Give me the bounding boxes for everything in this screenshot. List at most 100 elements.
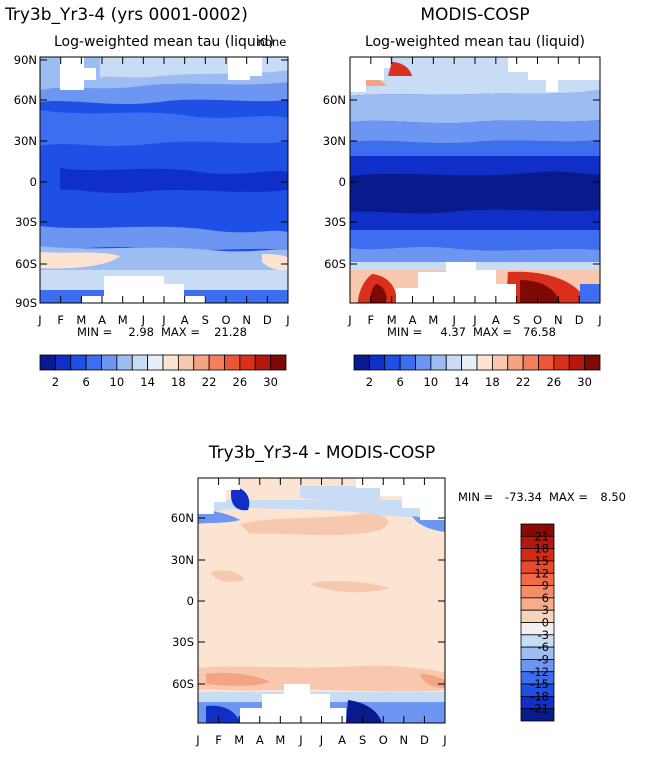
panel-model-colorbar-swatch bbox=[116, 354, 133, 371]
panel-model-colorbar-swatch bbox=[254, 354, 272, 371]
panel-diff-ytick-label: 0 bbox=[187, 594, 194, 608]
panel-model-colorbar-swatch bbox=[162, 354, 179, 371]
panel-obs-title: MODIS-COSP bbox=[420, 5, 529, 25]
panel-diff-band-sh-warm bbox=[198, 665, 445, 692]
panel-diff-xtick-label: A bbox=[338, 733, 346, 747]
panel-model-xtick-label: D bbox=[263, 313, 272, 327]
panel-diff-colorbar-label: 12 bbox=[534, 566, 549, 580]
panel-obs-xtick-label: J bbox=[451, 313, 455, 327]
panel-obs: MODIS-COSP Log-weighted mean tau (liquid… bbox=[323, 5, 602, 389]
panel-diff-ytick-label: 30N bbox=[171, 553, 194, 567]
panel-model-min-label: MIN = bbox=[77, 325, 112, 339]
panel-diff-band-sh-deep-right bbox=[346, 700, 382, 723]
panel-model-colorbar-label: 22 bbox=[202, 375, 217, 389]
panel-obs-band-sh-mid bbox=[350, 230, 600, 251]
panel-obs-band-nh-mid bbox=[350, 120, 600, 144]
panel-model-colorbar-swatch bbox=[239, 354, 256, 371]
panel-diff-colorbar-label: -18 bbox=[530, 689, 549, 703]
panel-obs-colorbar-swatch bbox=[584, 354, 601, 371]
panel-model-corner-label: none bbox=[258, 35, 287, 49]
panel-obs-max-label: MAX = bbox=[473, 325, 512, 339]
panel-model-colorbar-swatch bbox=[85, 354, 102, 371]
panel-obs-colorbar-swatch bbox=[461, 354, 478, 371]
panel-obs-xtick-label: M bbox=[428, 313, 438, 327]
panel-obs-colorbar-swatch bbox=[353, 354, 370, 371]
panel-obs-xtick-label: A bbox=[409, 313, 417, 327]
panel-obs-max-value: 76.58 bbox=[523, 325, 556, 339]
panel-model-colorbar-swatch bbox=[147, 354, 164, 371]
panel-diff-xtick-label: J bbox=[298, 733, 302, 747]
panel-diff-ytick-label: 60N bbox=[171, 511, 194, 525]
panel-obs-xtick-label: S bbox=[513, 313, 520, 327]
panel-model-ytick-label: 90N bbox=[14, 53, 37, 67]
panel-diff-colorbar-label: -12 bbox=[530, 665, 549, 679]
panel-model-band-nh-mid bbox=[40, 110, 288, 146]
panel-obs-missing-north bbox=[350, 57, 390, 92]
panel-obs-colorbar-swatch bbox=[430, 354, 447, 371]
panel-model-colorbar-label: 6 bbox=[82, 375, 89, 389]
panel-diff-missing-south bbox=[240, 684, 346, 723]
panel-obs-colorbar-label: 26 bbox=[547, 375, 562, 389]
panel-diff-xtick-label: M bbox=[234, 733, 244, 747]
panel-obs-ytick-label: 30N bbox=[323, 134, 346, 148]
panel-diff-band-sh-warm-core bbox=[206, 672, 270, 686]
panel-obs-field bbox=[350, 57, 600, 303]
panel-model-colorbar-label: 14 bbox=[140, 375, 155, 389]
panel-model-colorbar: 2 6 10 14 18 22 26 30 bbox=[39, 354, 287, 389]
panel-obs-colorbar-label: 30 bbox=[577, 375, 592, 389]
panel-diff-colorbar-label: 3 bbox=[542, 603, 549, 617]
panel-obs-y-axis: 60N 30N 0 30S 60S bbox=[323, 93, 600, 271]
panel-diff-band-sh-deep-left bbox=[206, 705, 240, 723]
panel-diff-xtick-label: D bbox=[420, 733, 429, 747]
panel-model-colorbar-swatch bbox=[54, 354, 72, 371]
panel-model-colorbar-label: 10 bbox=[110, 375, 125, 389]
panel-obs-xtick-label: O bbox=[533, 313, 542, 327]
panel-obs-missing-south bbox=[396, 262, 516, 303]
panel-diff-colorbar-label: 21 bbox=[534, 529, 549, 543]
panel-obs-colorbar-label: 2 bbox=[366, 375, 373, 389]
panel-obs-missing-north-right bbox=[508, 57, 600, 92]
panel-diff-xtick-label: O bbox=[379, 733, 388, 747]
panel-obs-colorbar-swatch bbox=[415, 354, 432, 371]
panel-diff-min-value: -73.34 bbox=[505, 490, 542, 504]
panel-model-colorbar-swatch bbox=[208, 354, 225, 371]
panel-diff-band-nh-blue bbox=[198, 500, 445, 520]
panel-obs-ytick-label: 60N bbox=[323, 93, 346, 107]
panel-diff-colorbar-label: 0 bbox=[542, 616, 549, 630]
panel-diff-xtick-label: J bbox=[442, 733, 446, 747]
panel-model-missing-north bbox=[60, 57, 96, 90]
panel-model-band-sh-mid bbox=[40, 226, 288, 251]
panel-diff-xtick-label: J bbox=[319, 733, 323, 747]
panel-obs-colorbar-swatch bbox=[491, 354, 509, 371]
panel-model-missing-south bbox=[82, 276, 206, 303]
panel-obs-colorbar-label: 22 bbox=[516, 375, 531, 389]
panel-model-ytick-label: 0 bbox=[30, 175, 37, 189]
panel-model-xtick-label: F bbox=[57, 313, 64, 327]
panel-model-ytick-label: 60N bbox=[14, 93, 37, 107]
panel-diff-colorbar-swatch bbox=[520, 585, 555, 599]
panel-diff-xtick-label: A bbox=[256, 733, 264, 747]
panel-model-xtick-label: S bbox=[202, 313, 209, 327]
panel-obs-colorbar-label: 6 bbox=[396, 375, 403, 389]
panel-model-colorbar-label: 30 bbox=[263, 375, 278, 389]
panel-model-xtick-label: J bbox=[161, 313, 165, 327]
panel-diff-max-value: 8.50 bbox=[600, 490, 626, 504]
panel-obs-colorbar-swatch bbox=[384, 354, 401, 371]
panel-model-ytick-label: 30N bbox=[14, 134, 37, 148]
panel-obs-band-sh-hotcore2 bbox=[370, 284, 387, 303]
panel-diff-xtick-label: N bbox=[400, 733, 409, 747]
panel-model-missing-north-right bbox=[228, 57, 262, 80]
panel-model-band-deep bbox=[60, 168, 288, 194]
panel-model-band-sh-warm bbox=[40, 252, 120, 269]
panel-model-colorbar-swatch bbox=[177, 354, 195, 371]
panel-obs-colorbar-label: 10 bbox=[424, 375, 439, 389]
panel-model-max-value: 21.28 bbox=[214, 325, 247, 339]
panel-obs-colorbar-swatch bbox=[445, 354, 463, 371]
panel-obs-xtick-label: J bbox=[472, 313, 476, 327]
panel-obs-min-label: MIN = bbox=[387, 325, 422, 339]
panel-model-y-axis: 90N 60N 30N 0 30S 60S 90S bbox=[14, 53, 288, 310]
panel-diff-band-warm-1 bbox=[240, 513, 389, 536]
panel-model-xtick-label: J bbox=[37, 313, 41, 327]
